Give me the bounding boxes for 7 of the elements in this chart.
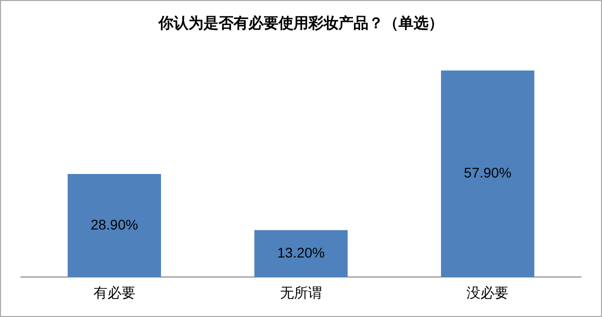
data-label: 13.20% xyxy=(277,244,325,260)
data-label: 28.90% xyxy=(90,216,138,232)
x-tick-label: 有必要 xyxy=(93,284,136,300)
chart-title: 你认为是否有必要使用彩妆产品？（单选） xyxy=(158,14,444,32)
data-label: 57.90% xyxy=(464,164,512,181)
x-tick-label: 无所谓 xyxy=(280,284,322,300)
x-tick-label: 没必要 xyxy=(466,284,509,300)
